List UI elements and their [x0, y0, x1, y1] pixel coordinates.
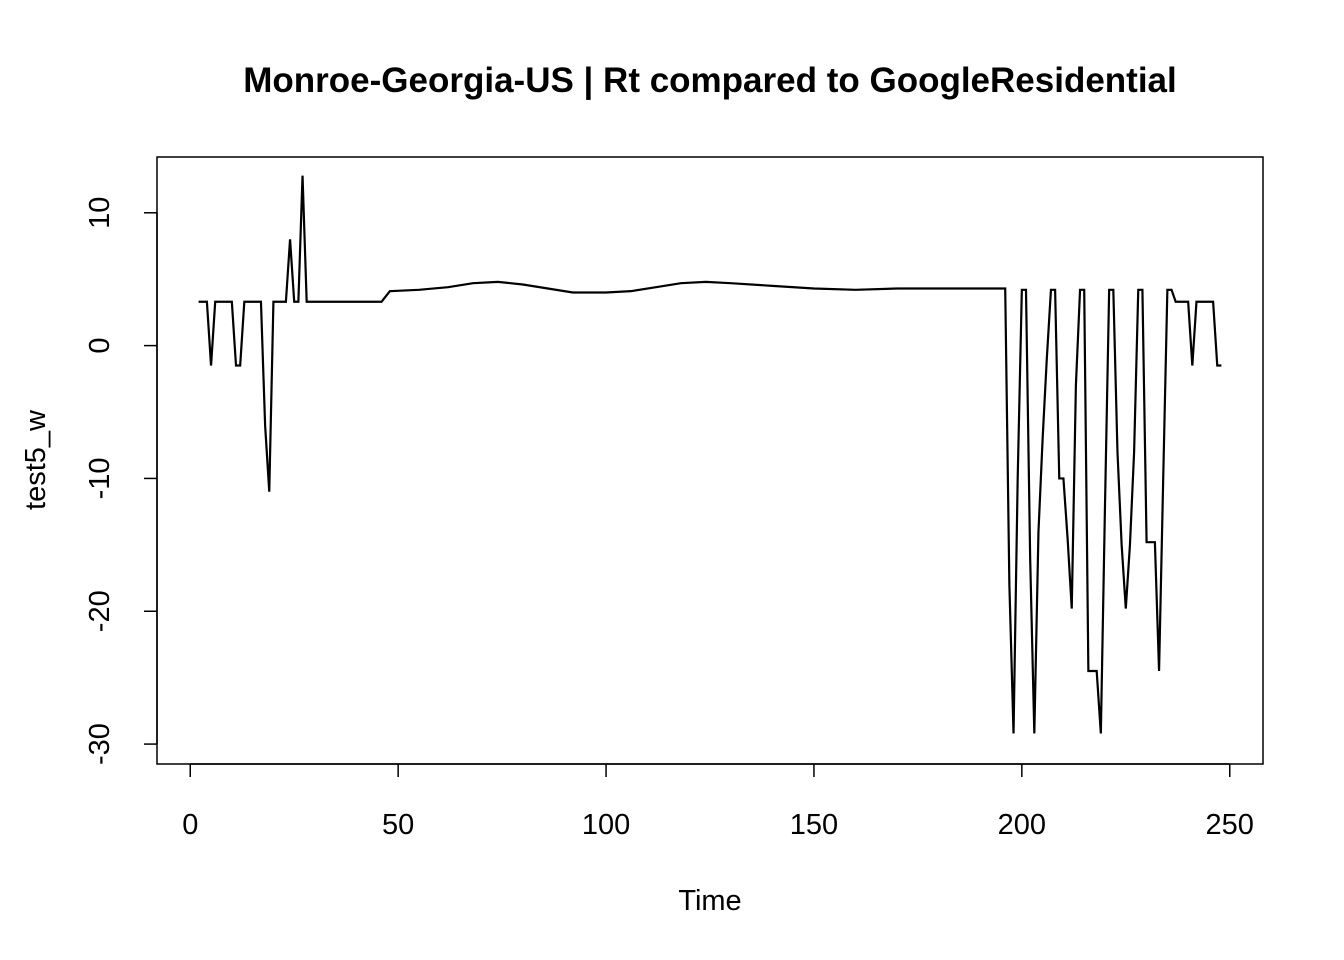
series-group	[198, 175, 1222, 734]
y-tick-label: -10	[84, 457, 116, 499]
x-tick-label: 150	[790, 809, 838, 841]
x-tick-label: 200	[998, 809, 1046, 841]
y-tick-label: -30	[84, 723, 116, 765]
x-axis-label: Time	[678, 885, 741, 917]
y-axis: -30 -20 -10 0 10	[84, 197, 158, 765]
x-tick-label: 50	[382, 809, 414, 841]
series-line	[198, 175, 1222, 734]
chart-title: Monroe-Georgia-US | Rt compared to Googl…	[243, 61, 1177, 100]
x-tick-label: 0	[182, 809, 198, 841]
x-axis: 0 50 100 150 200 250	[182, 763, 1254, 841]
y-axis-label: test5_w	[20, 409, 52, 510]
y-tick-label: -20	[84, 590, 116, 632]
y-tick-label: 0	[84, 338, 116, 354]
y-tick-label: 10	[84, 197, 116, 229]
x-tick-label: 100	[582, 809, 630, 841]
x-tick-label: 250	[1206, 809, 1254, 841]
